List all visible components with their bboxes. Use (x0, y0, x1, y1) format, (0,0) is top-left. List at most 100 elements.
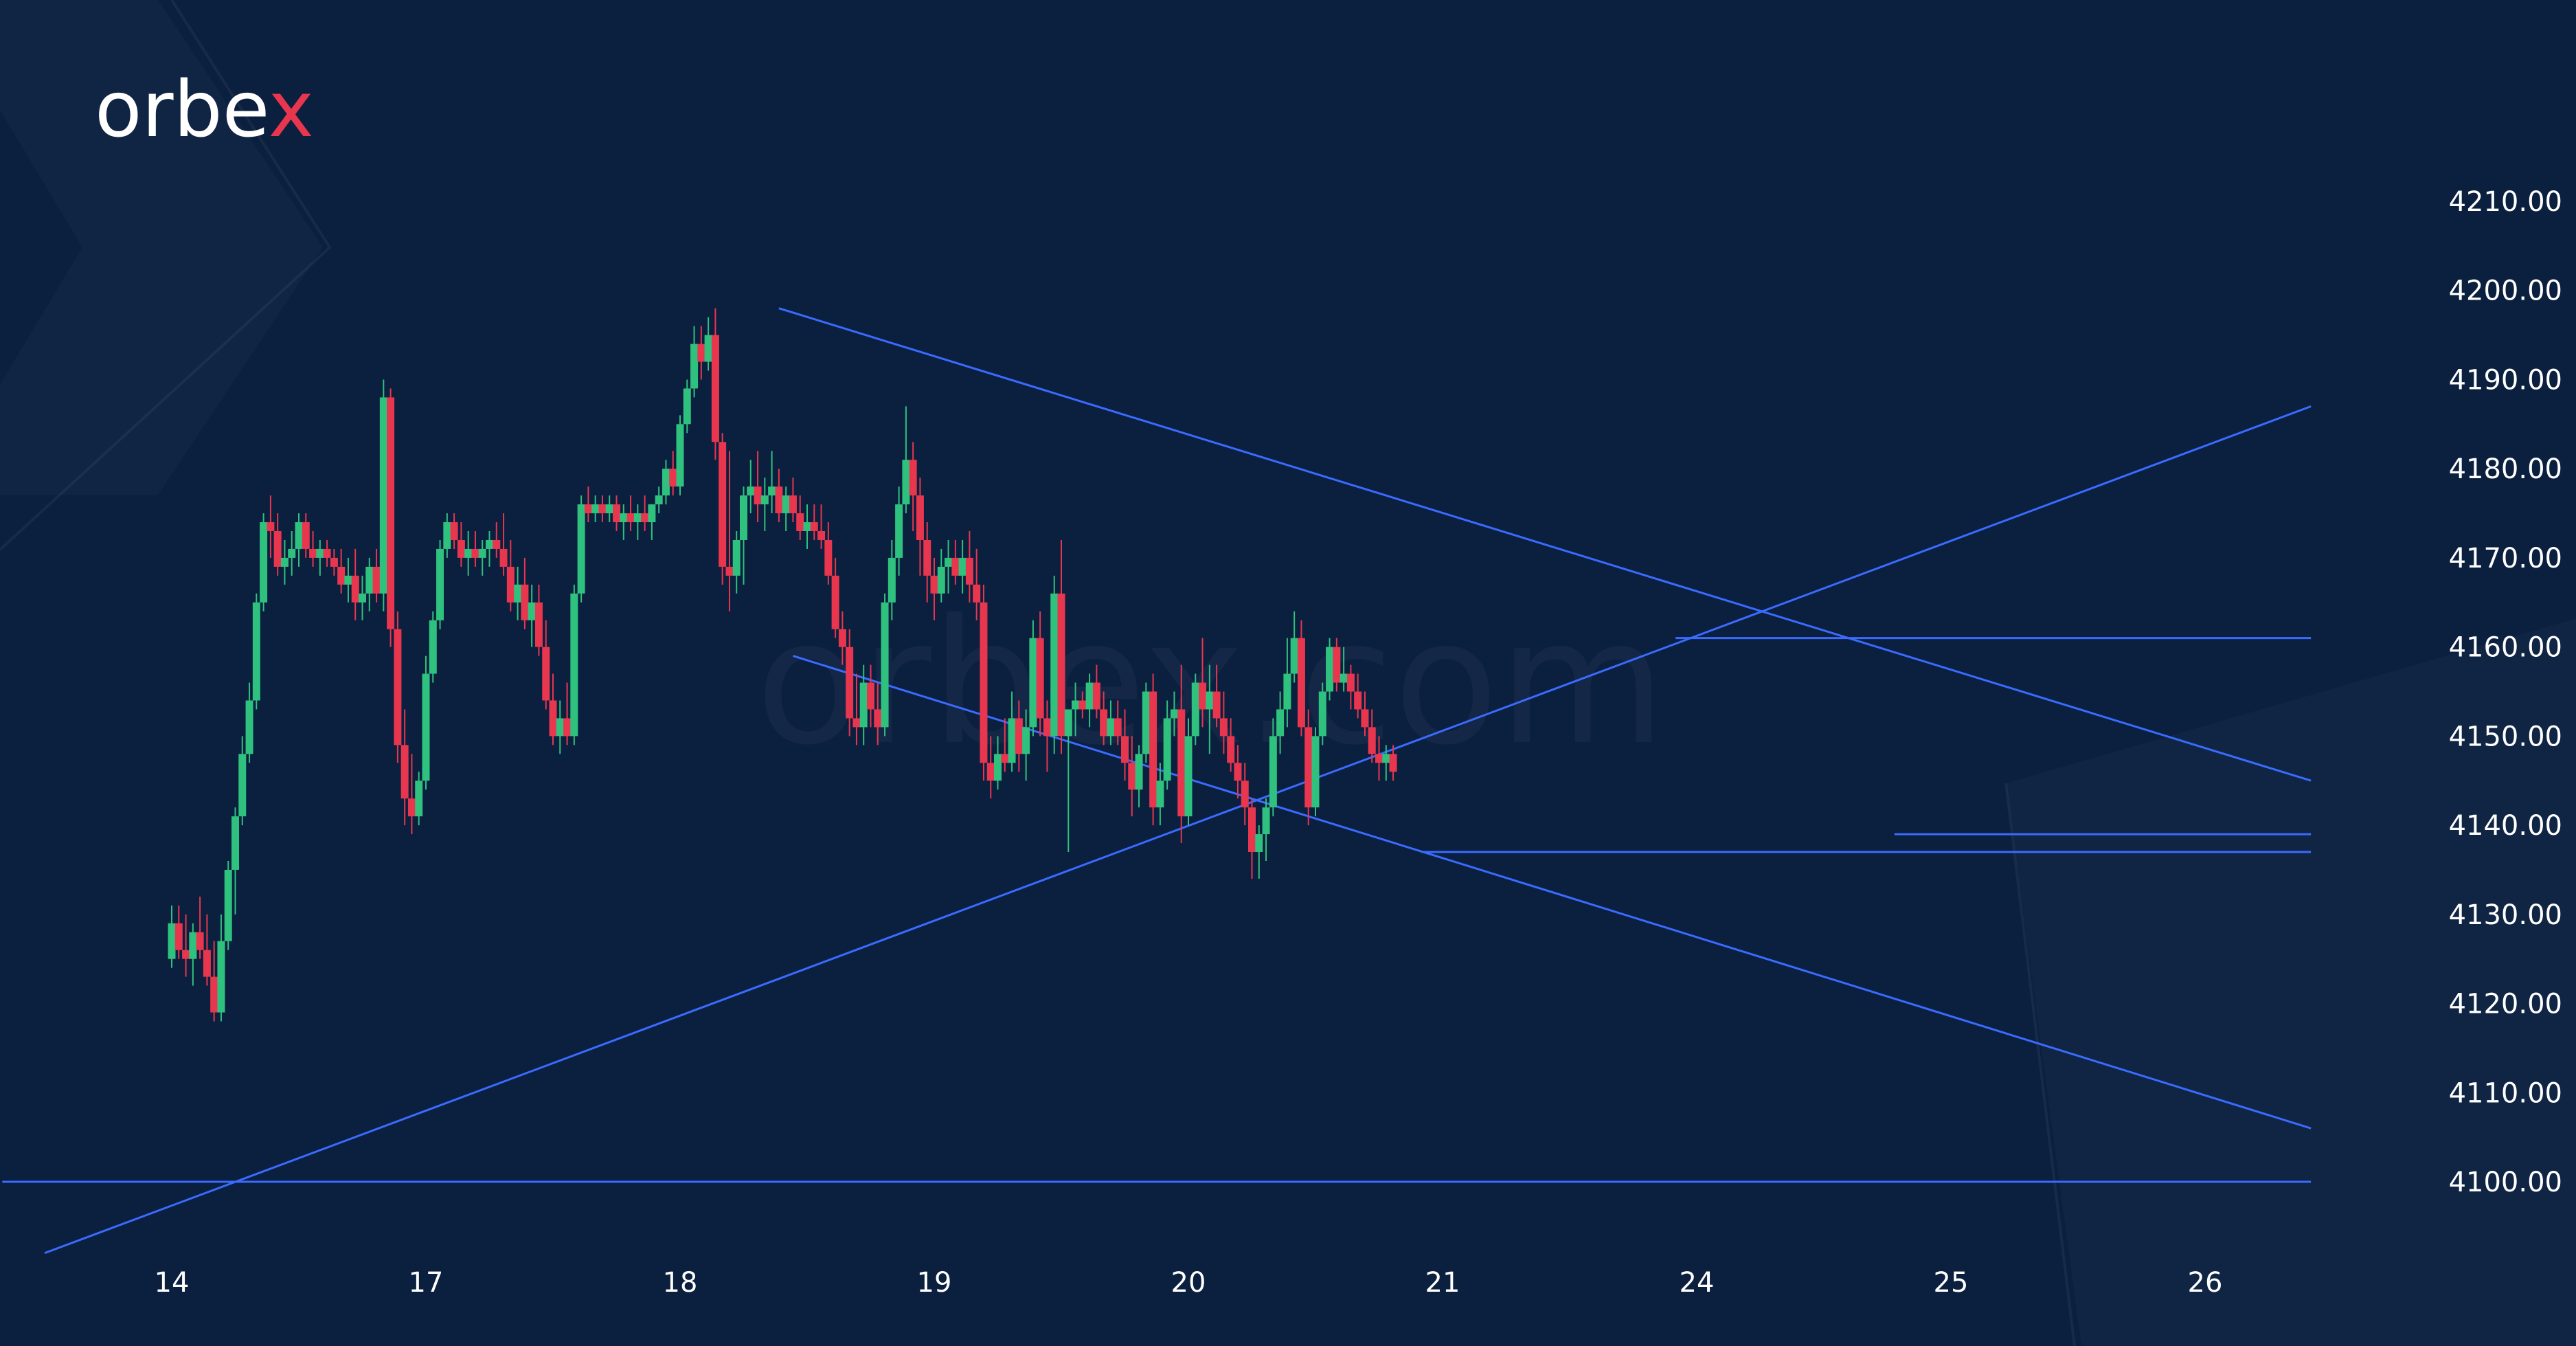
candle-body (1206, 691, 1214, 710)
candle-body (803, 522, 811, 531)
candle-body (683, 388, 691, 425)
candle-body (1283, 673, 1291, 710)
candle-body (359, 593, 366, 603)
candle (1354, 673, 1362, 719)
y-axis: 4210.00 4200.00 4190.00 4180.00 4170.00 4160.… (2449, 186, 2562, 1198)
candle-body (1163, 718, 1171, 781)
candle-body (881, 602, 889, 728)
candle-body (973, 584, 981, 603)
candle-body (810, 522, 818, 531)
candle-body (542, 647, 550, 701)
candle (1199, 638, 1207, 728)
candle (775, 469, 783, 523)
candle (803, 504, 811, 549)
candle-body (1022, 727, 1030, 754)
candle (711, 308, 719, 460)
candle (1340, 647, 1348, 692)
candle (351, 548, 359, 620)
candle (1121, 709, 1129, 781)
candle-body (1149, 691, 1157, 808)
candle-body (930, 575, 938, 594)
candle (958, 539, 967, 594)
candle-body (471, 548, 479, 558)
candle-body (945, 557, 953, 567)
candle (1128, 736, 1136, 817)
candle (930, 557, 938, 620)
candle-body (429, 620, 437, 674)
candle-body (817, 530, 826, 540)
candle (379, 379, 387, 612)
candle (719, 433, 727, 585)
candle-body (450, 522, 458, 540)
candle-body (916, 495, 924, 540)
candle-body (309, 548, 317, 558)
candle-body (506, 566, 515, 603)
candle-body (267, 522, 275, 531)
candle-body (521, 584, 529, 620)
candle (760, 478, 769, 531)
candle (210, 941, 218, 1022)
candle (168, 905, 176, 968)
candle (429, 611, 437, 683)
candle (344, 557, 352, 603)
trendline-ascending-support (44, 405, 2312, 1255)
candle (400, 709, 409, 826)
candle (662, 460, 670, 505)
candle-body (874, 709, 882, 728)
candle-body (1008, 718, 1016, 763)
y-tick-label: 4200.00 (2449, 276, 2562, 307)
candle-body (316, 548, 324, 558)
candle (591, 495, 600, 523)
x-tick-label: 20 (1171, 1267, 1206, 1299)
candle (422, 655, 430, 790)
y-tick-label: 4170.00 (2449, 543, 2562, 574)
candle-body (577, 504, 585, 594)
candle (1001, 718, 1009, 772)
candle-body (1128, 763, 1136, 790)
candle (1149, 673, 1157, 826)
bg-chevron-outline (0, 0, 332, 551)
candle (859, 664, 868, 745)
trendline-descending-upper (778, 307, 2312, 782)
candle-body (1121, 736, 1129, 763)
candle-body (394, 629, 402, 745)
candle (1142, 682, 1150, 763)
candle (245, 682, 253, 763)
candle (471, 530, 479, 567)
candle-body (725, 566, 734, 576)
candle (1346, 664, 1355, 710)
candle (789, 478, 797, 523)
candle (620, 504, 628, 540)
candle (994, 736, 1002, 790)
candle-body (323, 548, 331, 558)
candle (238, 736, 247, 826)
candle-body (1001, 754, 1009, 763)
candle (937, 548, 945, 603)
candle (697, 326, 705, 380)
candle (768, 451, 776, 514)
candle-body (443, 522, 451, 549)
candle-body (534, 602, 543, 647)
candle-body (217, 941, 225, 1013)
candle-body (958, 557, 967, 576)
candle-body (831, 575, 839, 629)
candle (464, 530, 473, 576)
candle-body (436, 548, 444, 620)
y-tick-label: 4140.00 (2449, 810, 2562, 842)
candle (846, 629, 854, 737)
candle-body (852, 718, 861, 728)
candle (641, 495, 649, 531)
y-tick-label: 4190.00 (2449, 364, 2562, 396)
candle (874, 682, 882, 745)
candle-body (994, 754, 1002, 781)
candle (725, 451, 734, 612)
candle (1057, 539, 1065, 754)
candle-body (980, 602, 988, 763)
candle (895, 486, 903, 576)
candle-body (245, 700, 253, 754)
candle-body (203, 950, 211, 977)
candle (1269, 718, 1277, 817)
candle (1297, 620, 1305, 737)
candle-body (1199, 682, 1207, 710)
candle-body (591, 504, 600, 514)
